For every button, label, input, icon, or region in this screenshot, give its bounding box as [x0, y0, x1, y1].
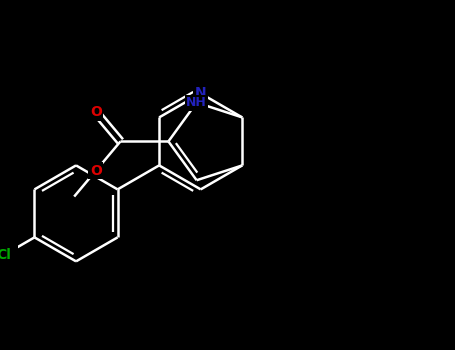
Text: O: O — [90, 164, 102, 178]
Text: Cl: Cl — [0, 248, 11, 262]
Text: N: N — [195, 86, 207, 100]
Text: NH: NH — [186, 96, 207, 109]
Text: O: O — [90, 105, 102, 119]
